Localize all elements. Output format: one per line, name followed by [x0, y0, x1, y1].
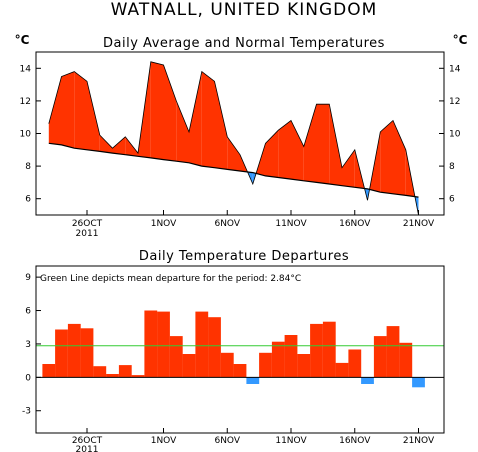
departure-bar-positive — [42, 364, 56, 378]
above-normal-area — [48, 76, 62, 145]
departure-bar-positive — [335, 362, 349, 378]
above-normal-area — [87, 81, 100, 152]
departure-bar-positive — [259, 352, 272, 378]
x-tick-label: 11NOV — [275, 219, 307, 229]
departure-bar-positive — [284, 335, 298, 378]
x-tick-label: 26OCT — [72, 436, 103, 446]
y-tick-label-right: 12 — [449, 97, 460, 107]
departure-bar-positive — [386, 326, 400, 378]
x-tick-label: 11NOV — [275, 436, 307, 446]
x-tick-sublabel: 2011 — [76, 445, 99, 452]
departure-bar-positive — [157, 311, 170, 378]
departure-bar-negative — [361, 377, 374, 384]
x-tick-label: 16NOV — [339, 219, 371, 229]
above-normal-area — [163, 65, 177, 162]
top-chart-right-unit: °C — [453, 33, 468, 47]
y-tick-label-left: 6 — [25, 195, 31, 205]
departure-bar-positive — [55, 329, 68, 378]
y-tick-label-left: 8 — [25, 162, 31, 172]
departure-bar-positive — [220, 352, 234, 378]
y-tick-label: 9 — [25, 273, 31, 283]
above-normal-area — [278, 120, 291, 180]
above-normal-area — [227, 136, 240, 171]
departure-bar-positive — [348, 349, 362, 378]
y-tick-label: 6 — [25, 307, 31, 317]
above-normal-area — [393, 120, 406, 196]
above-normal-area — [112, 136, 126, 155]
above-normal-area — [265, 130, 279, 178]
departure-bar-negative — [246, 377, 260, 384]
departure-bar-positive — [169, 336, 183, 378]
above-normal-area — [329, 104, 342, 186]
above-normal-area — [189, 71, 202, 167]
departure-bar-positive — [208, 317, 221, 378]
above-normal-area — [214, 81, 228, 170]
above-normal-area — [201, 71, 215, 168]
y-tick-label-right: 10 — [449, 130, 461, 140]
x-tick-label: 16NOV — [339, 436, 371, 446]
departure-bar-positive — [80, 328, 94, 378]
y-tick-label-right: 14 — [449, 64, 461, 74]
departure-bar-positive — [67, 323, 81, 378]
page-title: WATNALL, UNITED KINGDOM — [111, 0, 378, 20]
departure-bar-positive — [106, 374, 119, 378]
departure-bar-positive — [271, 341, 285, 378]
x-tick-label: 1NOV — [151, 436, 177, 446]
departure-bar-positive — [131, 375, 145, 378]
x-tick-label: 21NOV — [403, 436, 435, 446]
y-tick-label-right: 6 — [449, 195, 455, 205]
x-tick-label: 21NOV — [403, 219, 435, 229]
above-normal-area — [291, 120, 304, 181]
departure-bar-positive — [233, 364, 247, 378]
top-chart-title: Daily Average and Normal Temperatures — [103, 36, 385, 51]
y-tick-label-right: 8 — [449, 162, 455, 172]
departure-bar-positive — [118, 365, 132, 378]
y-tick-label-left: 14 — [20, 64, 32, 74]
bottom-chart-plot: Green Line depicts mean departure for th… — [22, 265, 445, 452]
departure-bar-positive — [182, 354, 196, 378]
top-chart-left-unit: °C — [15, 33, 30, 47]
above-normal-area — [176, 100, 189, 163]
above-normal-area — [61, 71, 75, 149]
x-tick-label: 6NOV — [214, 436, 240, 446]
departure-bar-positive — [297, 354, 311, 378]
departure-bar-negative — [412, 377, 425, 388]
above-normal-area — [303, 104, 317, 183]
bottom-plot-frame — [35, 265, 445, 434]
observed-temperature-line — [48, 61, 419, 216]
above-normal-area — [380, 120, 393, 194]
y-tick-label-left: 12 — [20, 97, 31, 107]
bottom-chart-title: Daily Temperature Departures — [139, 249, 349, 264]
y-tick-label: -3 — [22, 407, 31, 417]
above-normal-area — [342, 149, 355, 188]
departure-bar-positive — [310, 323, 323, 378]
above-normal-area — [125, 136, 138, 157]
y-tick-label: 3 — [25, 340, 31, 350]
x-tick-label: 26OCT — [72, 219, 103, 229]
above-normal-area — [150, 61, 164, 160]
departure-bar-positive — [195, 311, 209, 378]
departure-bar-positive — [399, 342, 413, 378]
above-normal-area — [316, 104, 330, 184]
above-normal-area — [74, 71, 87, 150]
y-tick-label: 0 — [25, 373, 31, 383]
departure-bar-positive — [93, 366, 107, 378]
normal-temperature-line — [48, 142, 419, 198]
y-tick-label-left: 10 — [20, 130, 32, 140]
departure-bar-positive — [373, 336, 387, 378]
x-tick-label: 6NOV — [214, 219, 240, 229]
departure-bar-positive — [144, 310, 158, 378]
departure-bar-positive — [322, 321, 336, 378]
x-tick-label: 1NOV — [151, 219, 177, 229]
above-normal-area — [99, 135, 113, 154]
mean-departure-note: Green Line depicts mean departure for th… — [40, 274, 301, 284]
x-tick-sublabel: 2011 — [76, 229, 99, 239]
